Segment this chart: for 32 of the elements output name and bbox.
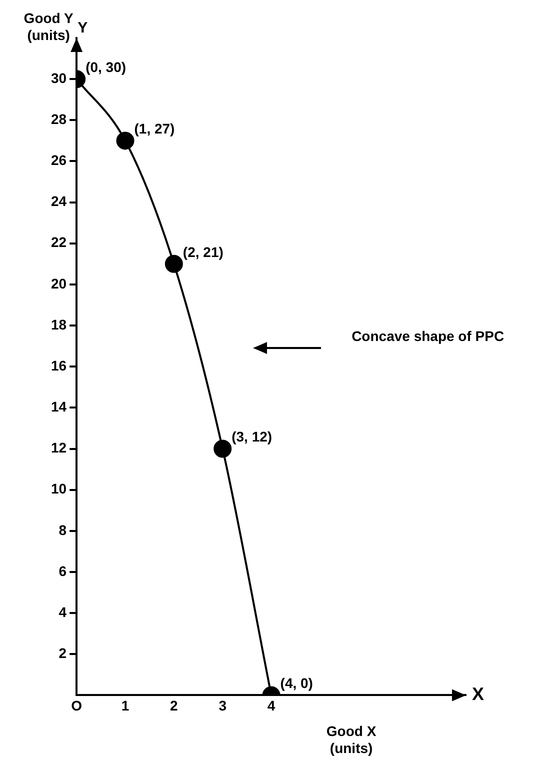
text: Y — [78, 20, 88, 37]
x-tick-label: 2 — [170, 697, 178, 714]
x-tick-label: 4 — [267, 697, 276, 714]
y-tick-label: 24 — [50, 193, 67, 210]
annotation: Concave shape of PPC — [352, 328, 504, 344]
y-tick-label: 12 — [50, 440, 67, 456]
y-tick-label: 4 — [58, 604, 67, 620]
y-tick-label: 28 — [50, 111, 67, 128]
y-tick-label: 16 — [50, 357, 67, 374]
y-tick-label: 2 — [58, 644, 67, 661]
y-tick-label: 10 — [50, 480, 67, 497]
y-tick-label: 6 — [58, 562, 67, 579]
y-tick-label: 22 — [50, 234, 67, 250]
point — [116, 132, 134, 150]
data-label: (0, 30) — [86, 58, 126, 75]
y-tick-label: 30 — [50, 70, 67, 86]
x-tick-label: 1 — [121, 697, 130, 714]
x-tick-label: 3 — [218, 697, 227, 714]
y-tick-label: 26 — [50, 152, 67, 168]
text: X — [472, 684, 484, 704]
data-label: (2, 21) — [182, 244, 224, 260]
data-label: (1, 27) — [134, 120, 175, 137]
y-tick-label: 18 — [50, 316, 67, 332]
y-tick-label: 20 — [50, 275, 67, 292]
data-label: (4, 0) — [280, 675, 313, 692]
data-label: (3, 12) — [232, 428, 272, 445]
x-tick-label: O — [71, 697, 82, 714]
x-axis-title: Good X (units) — [326, 723, 377, 756]
point — [164, 254, 183, 273]
y-tick-label: 8 — [58, 522, 67, 538]
y-axis-title: Good Y (units) — [24, 10, 74, 43]
y-tick-label: 14 — [50, 398, 67, 415]
